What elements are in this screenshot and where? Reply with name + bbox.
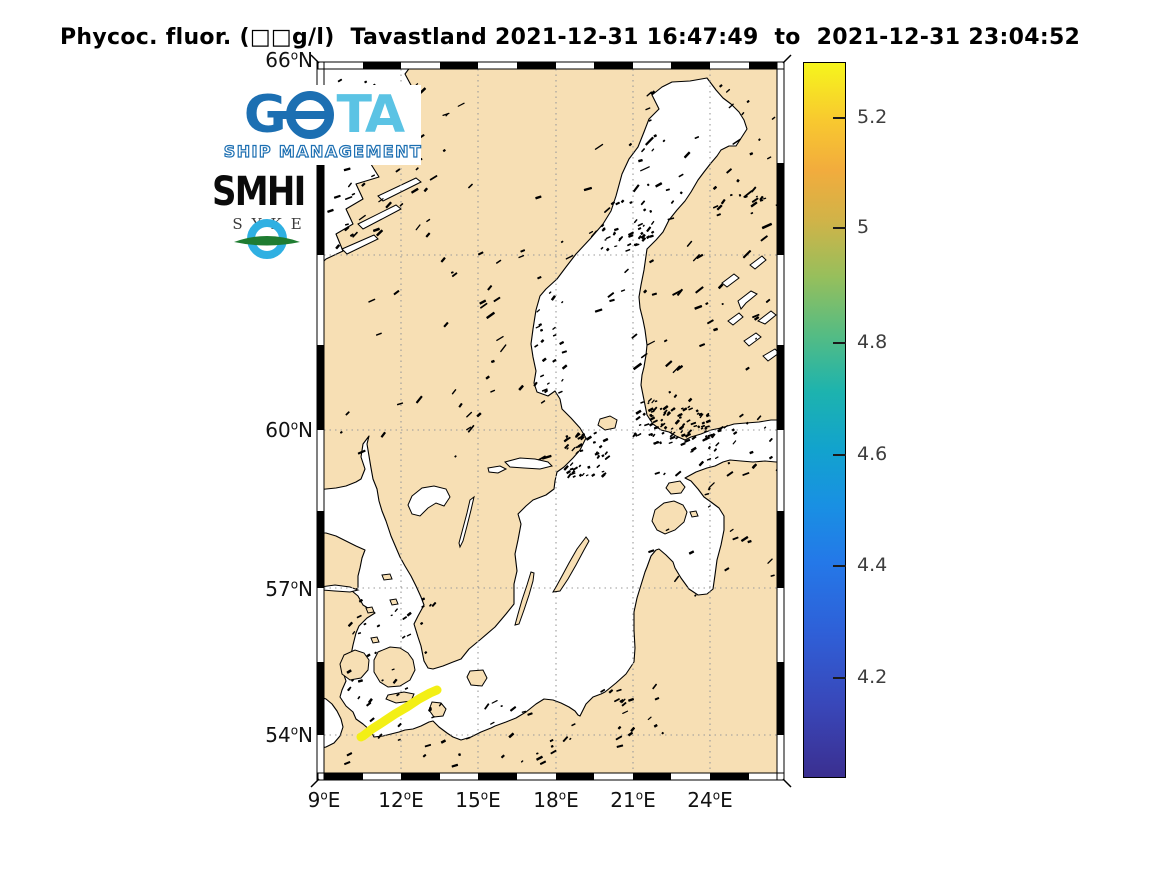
colorbar-label-4-8: 4.8 bbox=[857, 331, 888, 353]
colorbar-label-4-2: 4.2 bbox=[857, 666, 888, 688]
coastal-speckles bbox=[327, 78, 777, 768]
plot-title: Phycoc. fluor. (□□g/l) Tavastland 2021-1… bbox=[60, 25, 1081, 50]
ship-track-start-dot bbox=[356, 732, 366, 742]
syke-logo: SYKE bbox=[222, 214, 312, 259]
gota-subtitle: SHIP MANAGEMENT bbox=[223, 141, 423, 161]
lat-tick-54n: 54oN bbox=[265, 723, 313, 747]
colorbar-label-5-2: 5.2 bbox=[857, 106, 888, 128]
syke-emblem-icon bbox=[234, 219, 300, 259]
lon-tick-15e: 15oE bbox=[455, 788, 501, 812]
colorbar-tick bbox=[833, 117, 846, 119]
colorbar-tick bbox=[833, 565, 846, 567]
lat-tick-57n: 57oN bbox=[265, 577, 313, 601]
map-content bbox=[324, 69, 777, 773]
lon-tick-12e: 12oE bbox=[378, 788, 424, 812]
gota-letters-ta: TA bbox=[336, 85, 406, 145]
colorbar bbox=[803, 62, 846, 778]
gota-letter-g: G bbox=[243, 85, 287, 145]
lon-tick-18e: 18oE bbox=[533, 788, 579, 812]
colorbar-tick bbox=[833, 677, 846, 679]
gota-theta-icon bbox=[281, 91, 334, 139]
colorbar-label-4-4: 4.4 bbox=[857, 554, 888, 576]
smhi-logo: SMHI bbox=[212, 169, 306, 215]
lon-tick-9e: 9oE bbox=[307, 788, 341, 812]
colorbar-tick bbox=[833, 227, 846, 229]
colorbar-label-4-6: 4.6 bbox=[857, 443, 888, 465]
lon-tick-21e: 21oE bbox=[610, 788, 656, 812]
colorbar-label-5: 5 bbox=[857, 216, 870, 238]
colorbar-tick bbox=[833, 454, 846, 456]
lat-tick-60n: 60oN bbox=[265, 418, 313, 442]
lon-tick-24e: 24oE bbox=[687, 788, 733, 812]
lakes-and-fjords bbox=[324, 177, 777, 593]
lat-tick-66n: 66oN bbox=[265, 48, 313, 72]
colorbar-tick bbox=[833, 342, 846, 344]
gota-logo: G TA SHIP MANAGEMENT bbox=[223, 85, 423, 165]
islands bbox=[339, 415, 699, 718]
ship-track bbox=[358, 685, 442, 741]
